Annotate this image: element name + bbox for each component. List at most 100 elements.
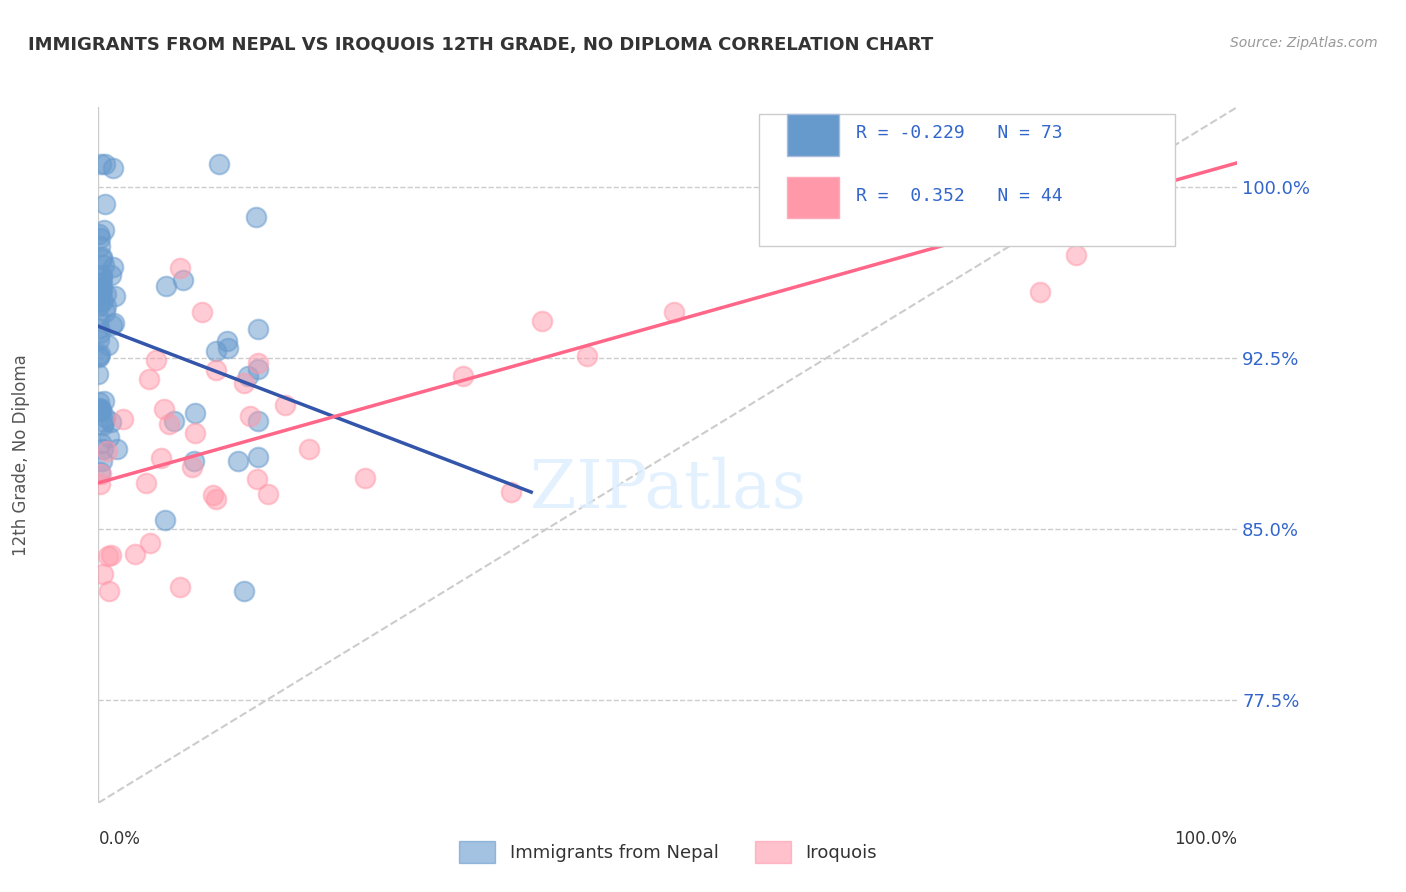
Point (89, 239, 111, 253)
Point (246, 472, 269, 486)
Point (96, 444, 118, 458)
Point (181, 460, 204, 475)
Point (1115, 182, 1137, 196)
Legend: Immigrants from Nepal, Iroquois: Immigrants from Nepal, Iroquois (451, 834, 884, 871)
Point (89, 477, 111, 491)
Point (100, 268, 122, 283)
Point (204, 344, 226, 359)
Point (499, 484, 522, 499)
Text: ZIPatlas: ZIPatlas (530, 457, 806, 523)
Point (205, 492, 228, 507)
Point (184, 406, 207, 420)
Point (183, 454, 205, 468)
Point (1064, 248, 1087, 262)
Point (155, 279, 177, 293)
Point (90, 285, 112, 299)
Text: R =  0.352   N = 44: R = 0.352 N = 44 (856, 187, 1063, 205)
Point (172, 273, 194, 287)
Text: IMMIGRANTS FROM NEPAL VS IROQUOIS 12TH GRADE, NO DIPLOMA CORRELATION CHART: IMMIGRANTS FROM NEPAL VS IROQUOIS 12TH G… (28, 36, 934, 54)
Point (153, 402, 176, 417)
Point (111, 412, 134, 426)
Text: R = -0.229   N = 73: R = -0.229 N = 73 (856, 124, 1063, 142)
Point (87, 395, 110, 409)
Point (233, 583, 256, 598)
Point (942, 191, 965, 205)
Point (226, 454, 249, 468)
Point (1118, 157, 1140, 171)
Point (93, 223, 115, 237)
Point (87, 404, 110, 418)
Point (239, 409, 262, 423)
Point (87, 349, 110, 363)
Point (89, 321, 111, 335)
Point (90, 277, 112, 291)
Text: 100.0%: 100.0% (1174, 830, 1237, 847)
Point (98, 430, 121, 444)
Point (246, 322, 269, 336)
Point (104, 289, 127, 303)
Point (138, 372, 160, 386)
Point (233, 376, 256, 390)
Point (94, 305, 117, 319)
Point (87, 333, 110, 347)
Point (103, 260, 125, 274)
Text: 12th Grade, No Diploma: 12th Grade, No Diploma (13, 354, 30, 556)
Point (274, 398, 297, 412)
Point (100, 415, 122, 429)
Point (93, 157, 115, 171)
Point (103, 316, 125, 330)
Point (91, 271, 114, 285)
Point (91, 293, 114, 308)
Point (89, 276, 111, 290)
FancyBboxPatch shape (759, 114, 1174, 246)
Point (149, 450, 172, 465)
Point (90, 284, 112, 298)
Point (246, 414, 269, 428)
Point (191, 305, 214, 319)
Point (218, 342, 240, 356)
Point (87, 299, 110, 313)
Point (91, 566, 114, 581)
Point (93, 410, 115, 425)
Point (90, 157, 112, 171)
Point (89, 230, 111, 244)
Point (245, 210, 267, 224)
Point (89, 289, 111, 303)
Point (530, 314, 553, 328)
Point (89, 347, 111, 361)
Point (90, 401, 112, 416)
Point (451, 368, 474, 383)
Point (90, 453, 112, 467)
Point (1107, 196, 1129, 211)
Point (90, 280, 112, 294)
FancyBboxPatch shape (787, 177, 839, 219)
Point (207, 157, 229, 171)
Point (100, 548, 122, 562)
FancyBboxPatch shape (787, 114, 839, 156)
Point (94, 287, 117, 301)
Point (91, 417, 114, 432)
Point (97, 549, 120, 563)
Point (205, 363, 228, 377)
Point (93, 258, 115, 272)
Point (87, 351, 110, 365)
Point (90, 252, 112, 267)
Point (87, 227, 110, 242)
Point (153, 513, 176, 527)
Point (256, 487, 278, 501)
Text: Source: ZipAtlas.com: Source: ZipAtlas.com (1230, 36, 1378, 50)
Point (946, 157, 969, 171)
Point (93, 394, 115, 409)
Point (90, 436, 112, 450)
Text: 0.0%: 0.0% (98, 830, 141, 847)
Point (575, 349, 598, 363)
Point (662, 305, 685, 319)
Point (105, 442, 128, 456)
Point (139, 535, 162, 549)
Point (354, 471, 377, 485)
Point (183, 426, 205, 441)
Point (169, 580, 191, 594)
Point (90, 250, 112, 264)
Point (135, 475, 157, 490)
Point (87, 367, 110, 381)
